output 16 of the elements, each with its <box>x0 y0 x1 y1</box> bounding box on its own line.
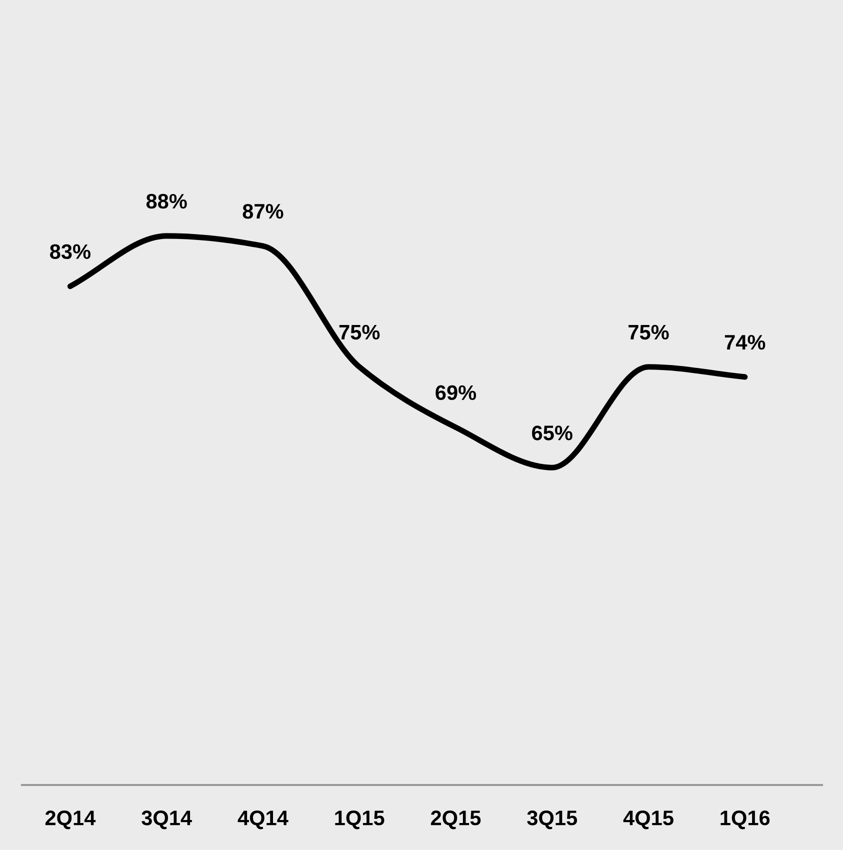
x-tick-label: 4Q14 <box>238 810 288 830</box>
x-tick-label: 1Q15 <box>335 810 384 830</box>
data-label: 65% <box>532 426 572 440</box>
data-label: 69% <box>436 385 476 400</box>
x-tick-label: 3Q15 <box>527 810 578 830</box>
x-tick-label: 4Q15 <box>623 810 674 830</box>
x-tick-label: 1Q16 <box>720 810 770 830</box>
data-label: 83% <box>50 244 90 260</box>
data-label: 88% <box>146 194 187 209</box>
data-label: 75% <box>628 324 669 340</box>
x-tick-label: 3Q14 <box>142 810 192 830</box>
data-label: 87% <box>242 204 284 219</box>
x-tick-label: 2Q14 <box>45 810 96 830</box>
x-tick-label: 2Q15 <box>430 810 481 830</box>
data-label: 75% <box>339 324 380 340</box>
data-label: 74% <box>724 334 766 350</box>
